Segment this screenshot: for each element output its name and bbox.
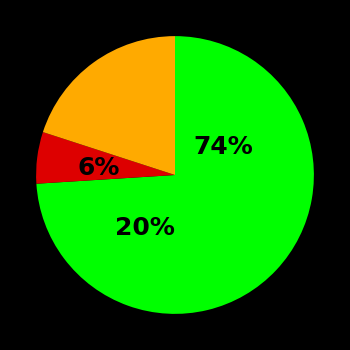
Text: 74%: 74% — [194, 135, 253, 159]
Text: 6%: 6% — [77, 156, 120, 180]
Wedge shape — [36, 132, 175, 184]
Text: 20%: 20% — [114, 216, 174, 240]
Wedge shape — [36, 36, 314, 314]
Wedge shape — [43, 36, 175, 175]
